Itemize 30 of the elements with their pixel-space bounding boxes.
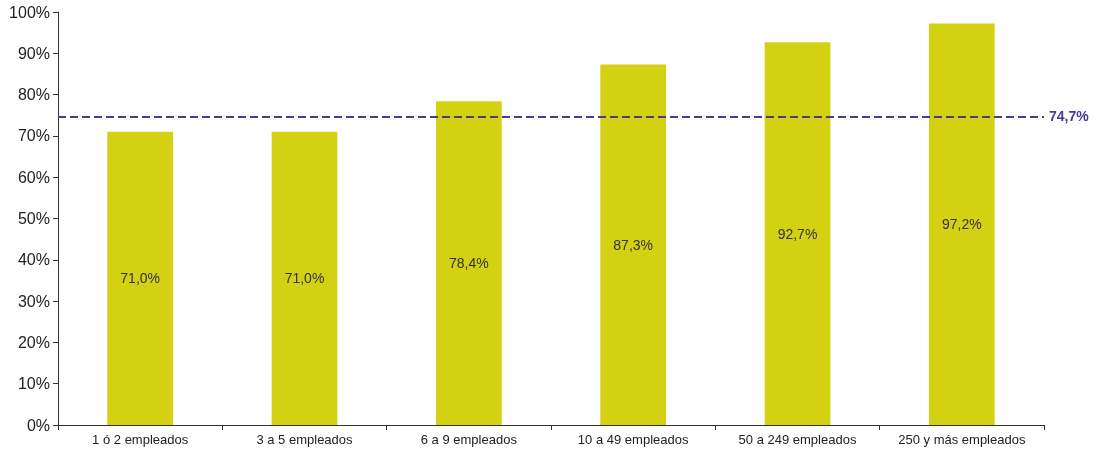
bar (271, 131, 338, 425)
y-tick-label: 80% (17, 86, 50, 104)
bar (600, 64, 667, 425)
y-tick-label: 40% (17, 251, 50, 269)
bar (435, 101, 502, 425)
bar (928, 23, 995, 425)
y-tick-label: 100% (9, 3, 50, 21)
data-label: 97,2% (941, 216, 982, 233)
x-tick-label: 50 a 249 empleados (738, 432, 857, 447)
y-tick-label: 30% (17, 292, 50, 310)
y-tick-label: 90% (17, 44, 50, 62)
data-label: 78,4% (448, 255, 489, 272)
x-tick-label: 6 a 9 empleados (420, 432, 518, 447)
y-tick-label: 60% (17, 168, 50, 186)
ref-line-label: 74,7% (1049, 108, 1090, 125)
data-label: 92,7% (777, 225, 818, 242)
data-label: 71,0% (284, 270, 325, 287)
x-tick-label: 3 a 5 empleados (256, 432, 354, 447)
y-tick-label: 20% (17, 333, 50, 351)
data-label: 87,3% (613, 236, 654, 253)
y-tick-label: 70% (17, 127, 50, 145)
bar (764, 42, 831, 425)
bar (107, 131, 174, 425)
y-tick-label: 10% (17, 375, 50, 393)
y-tick-label: 50% (17, 210, 50, 227)
x-tick-label: 1 ó 2 empleados (92, 432, 189, 447)
y-tick-label: 0% (26, 416, 50, 434)
x-tick-label: 10 a 49 empleados (577, 432, 689, 447)
data-label: 71,0% (120, 270, 161, 287)
x-tick-label: 250 y más empleados (898, 432, 1026, 447)
